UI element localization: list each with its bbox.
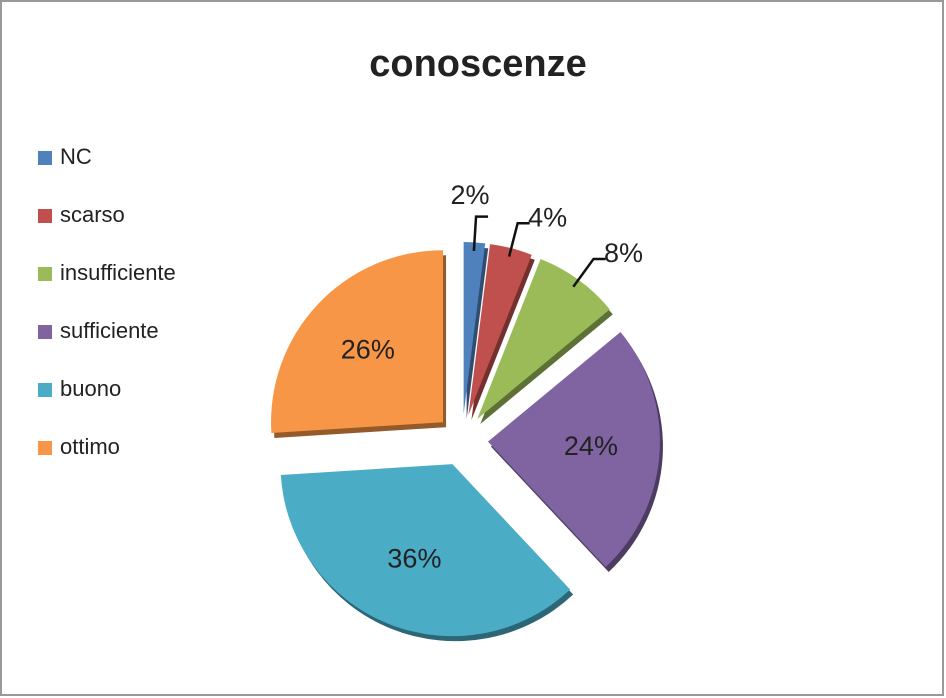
legend-label: NC bbox=[60, 144, 92, 169]
legend-label: sufficiente bbox=[60, 318, 159, 343]
slice bbox=[487, 331, 660, 568]
leader-line bbox=[507, 221, 530, 257]
legend-label: buono bbox=[60, 376, 121, 401]
data-label: 2% bbox=[451, 180, 490, 210]
leader-line bbox=[472, 215, 489, 252]
slice bbox=[468, 244, 532, 415]
data-label: 4% bbox=[528, 202, 567, 232]
legend-swatch bbox=[38, 151, 52, 165]
slice bbox=[463, 242, 486, 415]
legend-swatch bbox=[38, 267, 52, 281]
data-label: 26% bbox=[341, 335, 395, 365]
slice-side bbox=[471, 249, 535, 420]
leader-line bbox=[572, 257, 606, 288]
slice bbox=[477, 259, 610, 419]
legend-label: scarso bbox=[60, 202, 125, 227]
data-label: 24% bbox=[564, 431, 618, 461]
data-label: 8% bbox=[604, 238, 643, 268]
legend-label: ottimo bbox=[60, 434, 120, 459]
data-label: 36% bbox=[387, 543, 441, 573]
legend-swatch bbox=[38, 325, 52, 339]
slice bbox=[280, 464, 571, 637]
legend-swatch bbox=[38, 441, 52, 455]
legend-label: insufficiente bbox=[60, 260, 176, 285]
legend-swatch bbox=[38, 383, 52, 397]
chart-title: conoscenze bbox=[369, 43, 587, 85]
legend-swatch bbox=[38, 209, 52, 223]
slice bbox=[271, 250, 444, 434]
